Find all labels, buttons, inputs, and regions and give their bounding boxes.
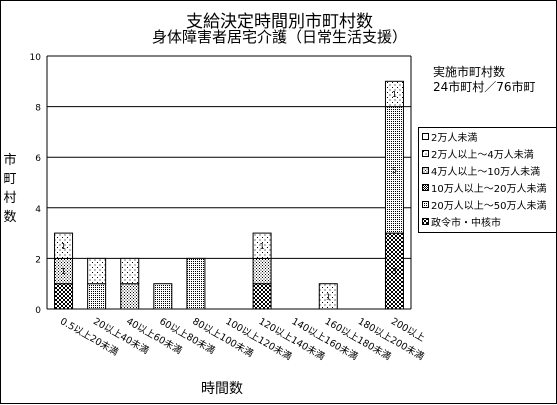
bar-segment [252, 283, 272, 310]
note: 実施市町村数 24市町村／76市町 [433, 65, 536, 95]
x-axis-label: 時間数 [201, 381, 243, 397]
bar-segment [120, 283, 140, 310]
legend-item: 2万人未満 [419, 128, 556, 145]
bar-segment [54, 283, 74, 310]
data-label: 1 [61, 267, 66, 276]
legend-item: 20万人以上～50万人未満 [419, 196, 556, 213]
legend-item: 10万人以上～20万人未満 [419, 179, 556, 196]
legend-item: 4万人以上～10万人未満 [419, 162, 556, 179]
bar-segment [384, 80, 404, 108]
data-label: 5 [392, 166, 397, 175]
chart-title: 支給決定時間別市町村数 [186, 12, 373, 32]
legend-item: 2万人以上～4万人未満 [419, 145, 556, 162]
data-label: 3 [392, 267, 397, 276]
bar-segment [120, 257, 140, 285]
bar-segment [153, 283, 173, 310]
legend-label: 10万人以上～20万人未満 [431, 184, 547, 195]
bar-segment [87, 257, 107, 285]
y-tick-label: 0 [35, 306, 41, 316]
data-label: 1 [326, 292, 331, 301]
legend-swatch [422, 184, 429, 191]
bar-segment [54, 232, 74, 259]
note-line-1: 実施市町村数 [433, 65, 506, 79]
legend-swatch [422, 201, 429, 208]
legend-swatch [422, 133, 429, 140]
y-tick-label: 6 [35, 154, 41, 164]
bar-segment [252, 232, 272, 259]
bar-segment [186, 257, 206, 310]
y-tick-label: 2 [35, 255, 41, 265]
data-label: 1 [392, 90, 397, 99]
data-label: 1 [61, 242, 66, 251]
bar-segment [252, 257, 272, 285]
chart-subtitle: 身体障害者居宅介護（日常生活支援） [151, 28, 407, 46]
legend-swatch [422, 218, 429, 225]
legend-label: 政令市・中核市 [431, 218, 501, 229]
legend-label: 20万人以上～50万人未満 [431, 201, 547, 212]
legend-swatch [422, 167, 429, 174]
legend-label: 4万人以上～10万人未満 [431, 167, 541, 178]
y-axis-label: 市町村数 [3, 153, 17, 225]
bar-segment [87, 283, 107, 310]
legend: 2万人未満 2万人以上～4万人未満 4万人以上～10万人未満 10万人以上～20万人未… [418, 127, 557, 233]
legend-label: 2万人以上～4万人未満 [431, 150, 534, 161]
y-tick-label: 4 [35, 205, 41, 215]
y-tick-label: 10 [30, 53, 42, 63]
legend-item: 政令市・中核市 [419, 213, 556, 230]
bar-segment [318, 283, 338, 310]
data-label: 1 [260, 242, 265, 251]
legend-swatch [422, 150, 429, 157]
y-tick-label: 8 [35, 104, 41, 114]
note-line-2: 24市町村／76市町 [433, 80, 536, 94]
legend-label: 2万人未満 [431, 133, 478, 144]
